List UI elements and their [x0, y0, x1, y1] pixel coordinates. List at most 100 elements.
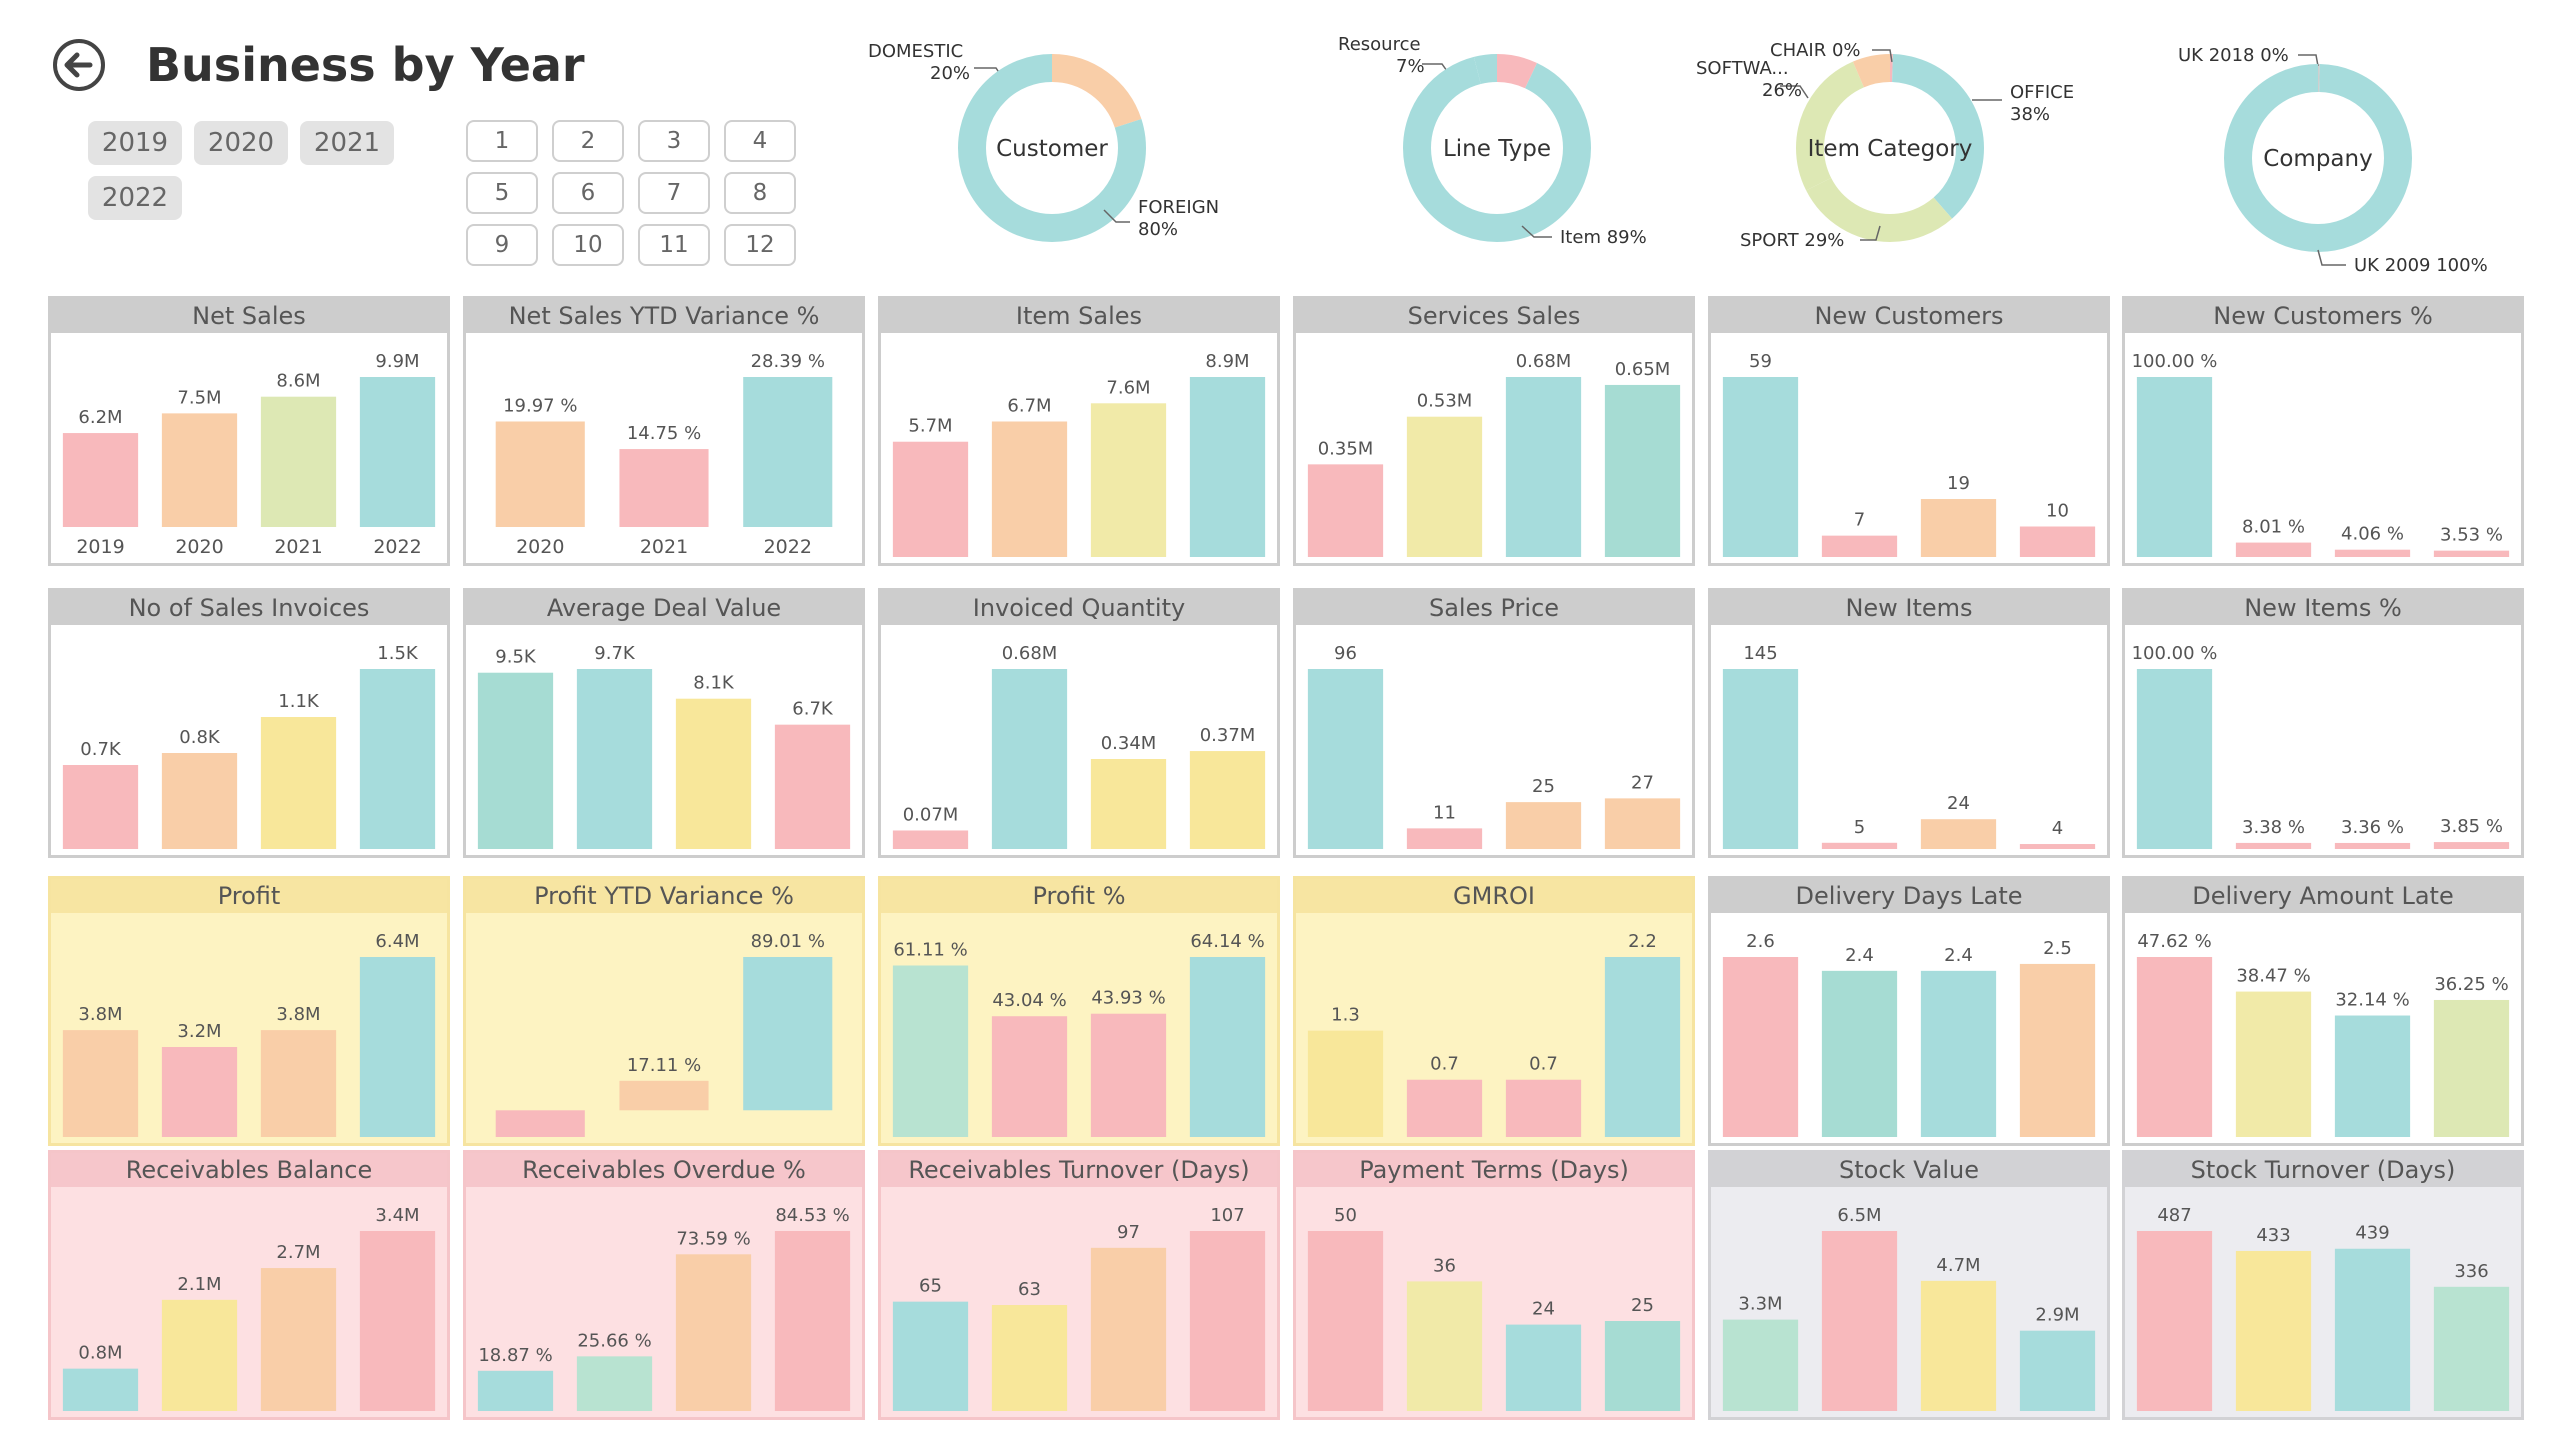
tile-new-items[interactable]: New Items 145 5 24 4 [1708, 588, 2110, 858]
tile-gmroi[interactable]: GMROI 1.3 0.7 0.7 2.2 [1293, 876, 1695, 1146]
bar[interactable] [359, 957, 436, 1137]
bar[interactable] [892, 1301, 969, 1411]
tile-sales-price[interactable]: Sales Price 96 11 25 27 [1293, 588, 1695, 858]
bar[interactable] [1307, 1030, 1384, 1137]
month-button-2[interactable]: 2 [552, 120, 624, 162]
tile-new-items-pct[interactable]: New Items % 100.00 % 3.38 % 3.36 % 3.85 % [2122, 588, 2524, 858]
tile-delivery-days-late[interactable]: Delivery Days Late 2.6 2.4 2.4 2.5 [1708, 876, 2110, 1146]
bar[interactable] [1920, 970, 1997, 1137]
bar[interactable] [359, 377, 436, 527]
bar[interactable] [619, 1080, 709, 1111]
tile-stock-turnover-days[interactable]: Stock Turnover (Days) 487 433 439 336 [2122, 1150, 2524, 1420]
tile-receivables-turnover-days[interactable]: Receivables Turnover (Days) 65 63 97 107 [878, 1150, 1280, 1420]
bar[interactable] [161, 1047, 238, 1137]
bar[interactable] [2235, 842, 2312, 849]
bar[interactable] [260, 717, 337, 849]
tile-stock-value[interactable]: Stock Value 3.3M 6.5M 4.7M 2.9M [1708, 1150, 2110, 1420]
bar[interactable] [1821, 1231, 1898, 1411]
year-button-2022[interactable]: 2022 [88, 176, 182, 220]
bar[interactable] [495, 421, 585, 527]
tile-new-customers-pct[interactable]: New Customers % 100.00 % 8.01 % 4.06 % 3.53 … [2122, 296, 2524, 566]
bar[interactable] [2235, 1250, 2312, 1411]
back-button[interactable] [52, 38, 106, 92]
donut-slice-domestic[interactable] [958, 54, 1146, 242]
bar[interactable] [62, 765, 139, 849]
year-button-2020[interactable]: 2020 [194, 121, 288, 165]
bar[interactable] [1307, 464, 1384, 557]
bar[interactable] [1189, 1231, 1266, 1411]
month-button-4[interactable]: 4 [724, 120, 796, 162]
bar[interactable] [477, 672, 554, 849]
bar[interactable] [1406, 1281, 1483, 1411]
bar[interactable] [2019, 963, 2096, 1137]
bar[interactable] [675, 1254, 752, 1411]
bar[interactable] [743, 957, 833, 1111]
donut-slice-foreign[interactable] [958, 54, 1146, 242]
bar[interactable] [1307, 1231, 1384, 1411]
bar[interactable] [359, 669, 436, 849]
bar[interactable] [619, 449, 709, 527]
bar[interactable] [2334, 549, 2411, 557]
donut-slice-softwa[interactable] [1796, 54, 1984, 242]
bar[interactable] [260, 396, 337, 527]
bar[interactable] [1821, 842, 1898, 849]
bar[interactable] [2019, 844, 2096, 849]
bar[interactable] [2136, 377, 2213, 557]
bar[interactable] [2235, 542, 2312, 557]
bar[interactable] [495, 1110, 585, 1137]
bar[interactable] [1604, 957, 1681, 1137]
tile-item-sales[interactable]: Item Sales 5.7M 6.7M 7.6M 8.9M [878, 296, 1280, 566]
tile-average-deal-value[interactable]: Average Deal Value 9.5K 9.7K 8.1K 6.7K [463, 588, 865, 858]
bar[interactable] [1307, 669, 1384, 849]
bar[interactable] [2136, 1231, 2213, 1411]
bar[interactable] [2235, 991, 2312, 1137]
bar[interactable] [1406, 416, 1483, 557]
tile-profit[interactable]: Profit 3.8M 3.2M 3.8M 6.4M [48, 876, 450, 1146]
bar[interactable] [991, 1305, 1068, 1411]
bar[interactable] [576, 669, 653, 849]
bar[interactable] [576, 1356, 653, 1411]
year-button-2019[interactable]: 2019 [88, 121, 182, 165]
bar[interactable] [1090, 1013, 1167, 1137]
year-button-2021[interactable]: 2021 [300, 121, 394, 165]
donut-slice-other[interactable] [1796, 54, 1984, 242]
tile-receivables-balance[interactable]: Receivables Balance 0.8M 2.1M 2.7M 3.4M [48, 1150, 450, 1420]
month-button-5[interactable]: 5 [466, 172, 538, 214]
bar[interactable] [1505, 1324, 1582, 1411]
bar[interactable] [260, 1268, 337, 1411]
bar[interactable] [1604, 1321, 1681, 1411]
bar[interactable] [774, 724, 851, 849]
bar[interactable] [892, 965, 969, 1137]
bar[interactable] [892, 830, 969, 849]
tile-services-sales[interactable]: Services Sales 0.35M 0.53M 0.68M 0.65M [1293, 296, 1695, 566]
bar[interactable] [161, 1299, 238, 1411]
tile-payment-terms-days[interactable]: Payment Terms (Days) 50 36 24 25 [1293, 1150, 1695, 1420]
bar[interactable] [1090, 1247, 1167, 1411]
bar[interactable] [2019, 526, 2096, 557]
donut-slice-resource[interactable] [1403, 54, 1591, 242]
month-button-1[interactable]: 1 [466, 120, 538, 162]
donut-slice-uk-2018[interactable] [2224, 64, 2412, 252]
bar[interactable] [675, 698, 752, 849]
month-button-11[interactable]: 11 [638, 224, 710, 266]
bar[interactable] [2433, 999, 2510, 1137]
bar[interactable] [1920, 499, 1997, 557]
donut-slice-uk-2009[interactable] [2224, 64, 2412, 252]
month-button-10[interactable]: 10 [552, 224, 624, 266]
bar[interactable] [2334, 1015, 2411, 1137]
month-button-9[interactable]: 9 [466, 224, 538, 266]
donut-slice-sport[interactable] [1796, 54, 1984, 242]
bar[interactable] [1604, 384, 1681, 557]
bar[interactable] [2334, 842, 2411, 849]
bar[interactable] [62, 1368, 139, 1411]
bar[interactable] [892, 441, 969, 557]
bar[interactable] [991, 669, 1068, 849]
bar[interactable] [2334, 1248, 2411, 1411]
bar[interactable] [1090, 403, 1167, 557]
bar[interactable] [2433, 1286, 2510, 1411]
month-button-6[interactable]: 6 [552, 172, 624, 214]
donut-slice-office[interactable] [1796, 54, 1984, 242]
bar[interactable] [1920, 1280, 1997, 1411]
bar[interactable] [1189, 377, 1266, 557]
bar[interactable] [2433, 842, 2510, 849]
